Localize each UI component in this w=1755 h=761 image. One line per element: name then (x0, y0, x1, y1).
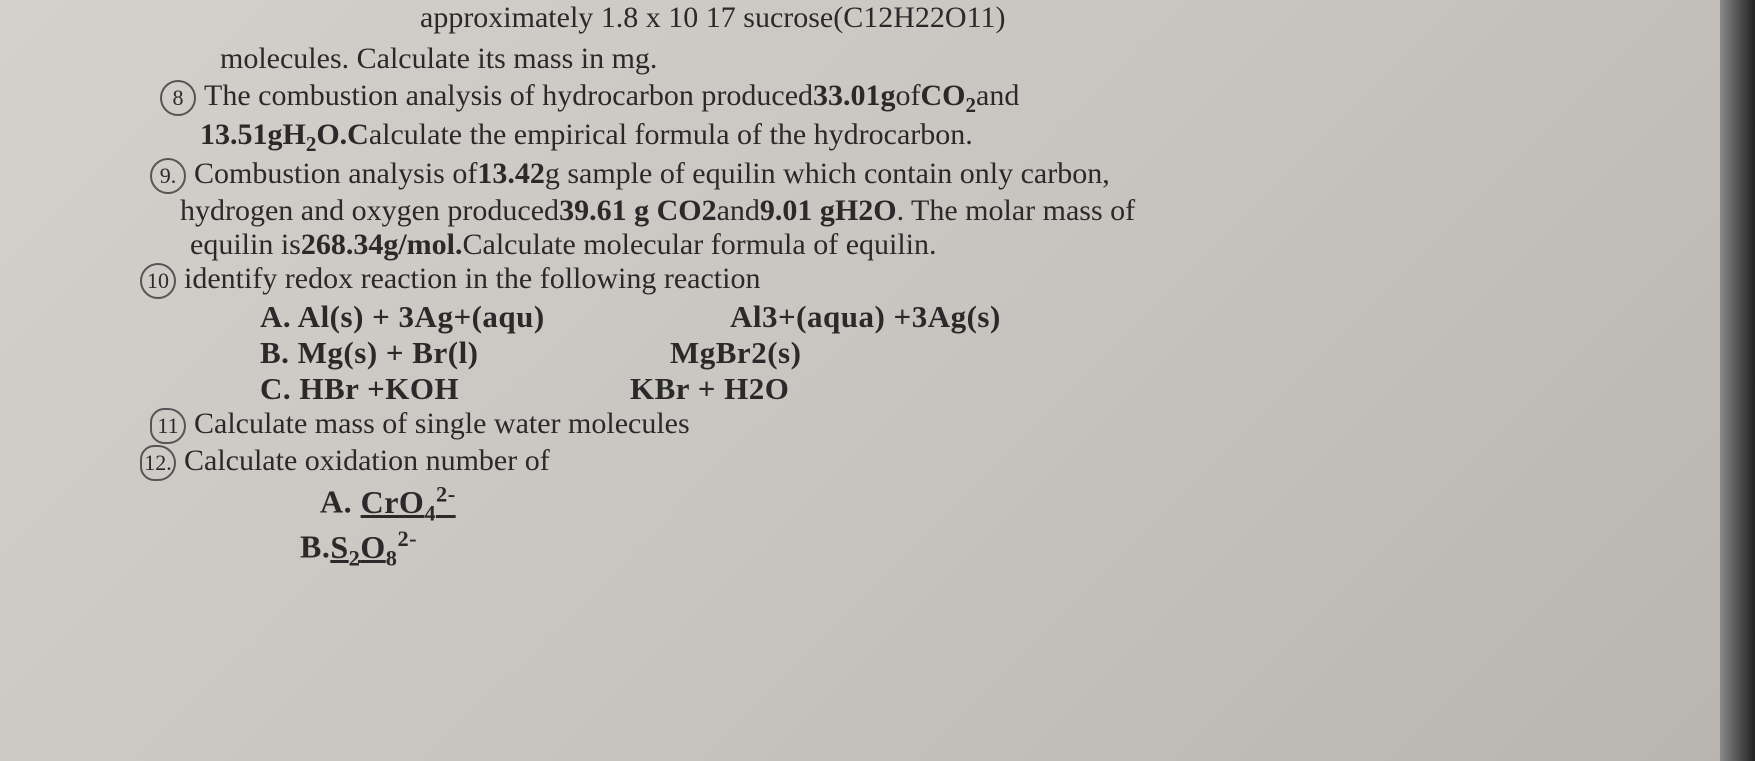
question-12-option-b: B.S2O82- (300, 526, 1715, 571)
text-fragment: g sample of equilin which contain only c… (545, 157, 1110, 191)
text-fragment: and (717, 194, 760, 228)
question-10-option-a: A. Al(s) + 3Ag+(aqu) Al3+(aqua) +3Ag(s) (260, 299, 1715, 335)
question-10-option-c: C. HBr +KOH KBr + H2O (260, 371, 1715, 407)
question-9-line2: hydrogen and oxygen produced 39.61 g CO2… (180, 194, 1715, 228)
question-number-11: 11 (150, 408, 186, 444)
text-fragment: hydrogen and oxygen produced (180, 194, 559, 228)
question-number-10: 10 (140, 263, 176, 299)
text-fragment: Calculate mass of single water molecules (194, 407, 690, 441)
text-fragment: 268.34g/mol. (301, 228, 463, 262)
question-11: 11 Calculate mass of single water molecu… (150, 407, 1715, 444)
question-10-option-b: B. Mg(s) + Br(l) MgBr2(s) (260, 335, 1715, 371)
question-10-line1: 10 identify redox reaction in the follow… (140, 262, 1715, 299)
text-fragment: Calculate oxidation number of (184, 444, 550, 478)
text-fragment: alculate the empirical formula of the hy… (369, 118, 973, 152)
text-fragment: 39.61 g CO2 (559, 194, 717, 228)
question-8-line2: 13.51gH2O.C alculate the empirical formu… (200, 118, 1715, 157)
text-fragment: CO2 (921, 79, 977, 118)
text-fragment: identify redox reaction in the following… (184, 262, 760, 296)
text-fragment: of (896, 79, 921, 113)
text-fragment: A. CrO42- (320, 481, 456, 526)
page-edge-shadow (1720, 0, 1755, 761)
text-fragment: C. HBr +KOH (260, 371, 610, 407)
text-fragment: A. Al(s) + 3Ag+(aqu) (260, 299, 640, 335)
text-fragment: 9.01 gH2O (760, 194, 897, 228)
text-fragment: 13.42 (477, 157, 545, 191)
question-12: 12. Calculate oxidation number of (140, 444, 1715, 481)
text-fragment: KBr + H2O (630, 371, 789, 407)
question-12-option-a: A. CrO42- (320, 481, 1715, 526)
text-fragment: 33.01g (813, 79, 896, 113)
text-fragment: . The molar mass of (897, 194, 1136, 228)
question-number-9: 9. (150, 158, 186, 194)
text-fragment: Al3+(aqua) +3Ag(s) (730, 299, 1001, 335)
text-fragment: Calculate molecular formula of equilin. (463, 228, 937, 262)
text-fragment: 13.51gH2O.C (200, 118, 369, 157)
question-8-line1: 8 The combustion analysis of hydrocarbon… (160, 79, 1715, 118)
text-fragment: Combustion analysis of (194, 157, 477, 191)
text-fragment: and (976, 79, 1019, 113)
text-fragment: B. Mg(s) + Br(l) (260, 335, 610, 371)
text-fragment: The combustion analysis of hydrocarbon p… (204, 79, 813, 113)
question-9-line1: 9. Combustion analysis of 13.42 g sample… (150, 157, 1715, 194)
text-line: approximately 1.8 x 10 17 sucrose(C12H22… (420, 0, 1715, 39)
text-line: molecules. Calculate its mass in mg. (220, 39, 1715, 80)
text-fragment: equilin is (190, 228, 301, 262)
text-fragment: B.S2O82- (300, 526, 417, 571)
question-9-line3: equilin is 268.34g/mol. Calculate molecu… (190, 228, 1715, 262)
question-number-12: 12. (140, 445, 176, 481)
text-fragment: MgBr2(s) (670, 335, 801, 371)
question-number-8: 8 (160, 80, 196, 116)
